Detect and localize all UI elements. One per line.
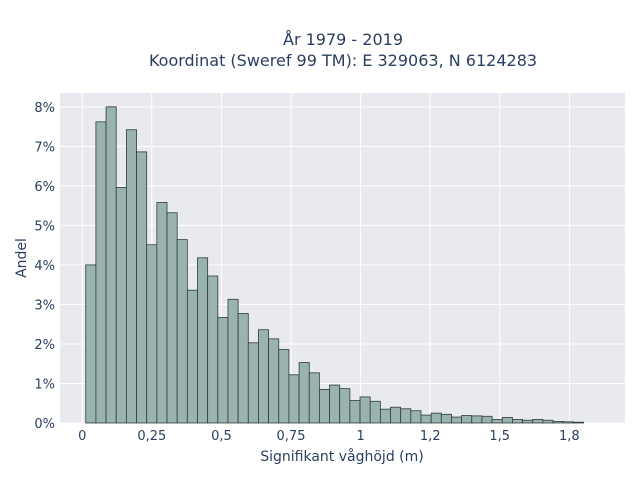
y-tick-label: 7% (34, 140, 55, 155)
histogram-bar (176, 239, 188, 424)
histogram-bar (542, 419, 554, 424)
histogram-bar (369, 400, 381, 424)
x-tick-label: 0,25 (137, 429, 166, 444)
x-axis-title: Signifikant våghöjd (m) (260, 448, 423, 465)
histogram-bar (95, 121, 107, 424)
histogram-bar (562, 421, 574, 424)
histogram-bar (308, 372, 320, 424)
histogram-bar (420, 414, 432, 424)
histogram-bar (125, 129, 137, 424)
y-tick-label: 3% (34, 298, 55, 313)
histogram-bar (451, 416, 463, 424)
histogram-bar (339, 388, 351, 424)
histogram-bar (532, 419, 544, 424)
histogram-bar (288, 374, 300, 424)
y-tick-label: 2% (34, 338, 55, 353)
histogram-bar (105, 106, 117, 424)
y-tick-label: 6% (34, 180, 55, 195)
histogram-bar (501, 417, 513, 424)
x-tick-label: 0,5 (211, 429, 232, 444)
y-tick-label: 5% (34, 219, 55, 234)
histogram-bar (390, 406, 402, 424)
histogram-bar (237, 313, 249, 424)
histogram-bar (146, 244, 158, 424)
chart-title-line-2: Koordinat (Sweref 99 TM): E 329063, N 61… (149, 51, 537, 70)
histogram-bar (379, 408, 391, 424)
histogram-bar (522, 419, 534, 424)
y-tick-label: 4% (34, 259, 55, 274)
histogram-bar (481, 415, 493, 424)
histogram-bar (329, 384, 341, 424)
x-tick-label: 1 (356, 429, 364, 444)
histogram-bar (197, 257, 209, 424)
histogram-bar (258, 329, 270, 424)
histogram-bar (136, 151, 148, 424)
bars (85, 106, 584, 424)
histogram-bar (471, 415, 483, 424)
histogram-bar (400, 408, 412, 424)
histogram-bar (491, 419, 503, 424)
x-tick-label: 0,75 (277, 429, 306, 444)
x-tick-labels: 0 0,25 0,5 0,75 1 1,2 1,5 1,8 (78, 429, 580, 444)
histogram-bar (85, 264, 97, 424)
histogram-bar (247, 342, 259, 424)
histogram-bar (156, 202, 168, 424)
histogram-bar (217, 317, 229, 424)
histogram-bar (359, 396, 371, 424)
y-tick-label: 0% (34, 417, 55, 432)
x-tick-label: 1,2 (420, 429, 441, 444)
histogram-bar (430, 412, 442, 424)
histogram-bar (227, 298, 239, 424)
histogram-bar (186, 289, 198, 424)
histogram-bar (166, 212, 178, 424)
y-tick-label: 1% (34, 377, 55, 392)
histogram-bar (552, 421, 564, 424)
histogram-bar (410, 410, 422, 424)
histogram-bar (440, 413, 452, 424)
histogram-bar (461, 415, 473, 424)
histogram-bar (572, 421, 584, 424)
histogram-bar (349, 400, 361, 424)
histogram-bar (318, 389, 330, 424)
histogram-bar (512, 419, 523, 424)
y-axis-title: Andel (14, 238, 30, 278)
chart-title-line-1: År 1979 - 2019 (283, 30, 403, 49)
y-tick-label: 8% (34, 101, 55, 116)
x-tick-label: 1,5 (489, 429, 510, 444)
histogram-bar (268, 338, 280, 424)
histogram-bar (298, 362, 310, 424)
histogram-bar (115, 187, 127, 424)
y-tick-labels: 0% 1% 2% 3% 4% 5% 6% 7% 8% (34, 101, 55, 432)
histogram-bar (207, 275, 219, 424)
histogram-bar (278, 349, 290, 424)
x-tick-label: 1,8 (559, 429, 580, 444)
x-tick-label: 0 (78, 429, 86, 444)
